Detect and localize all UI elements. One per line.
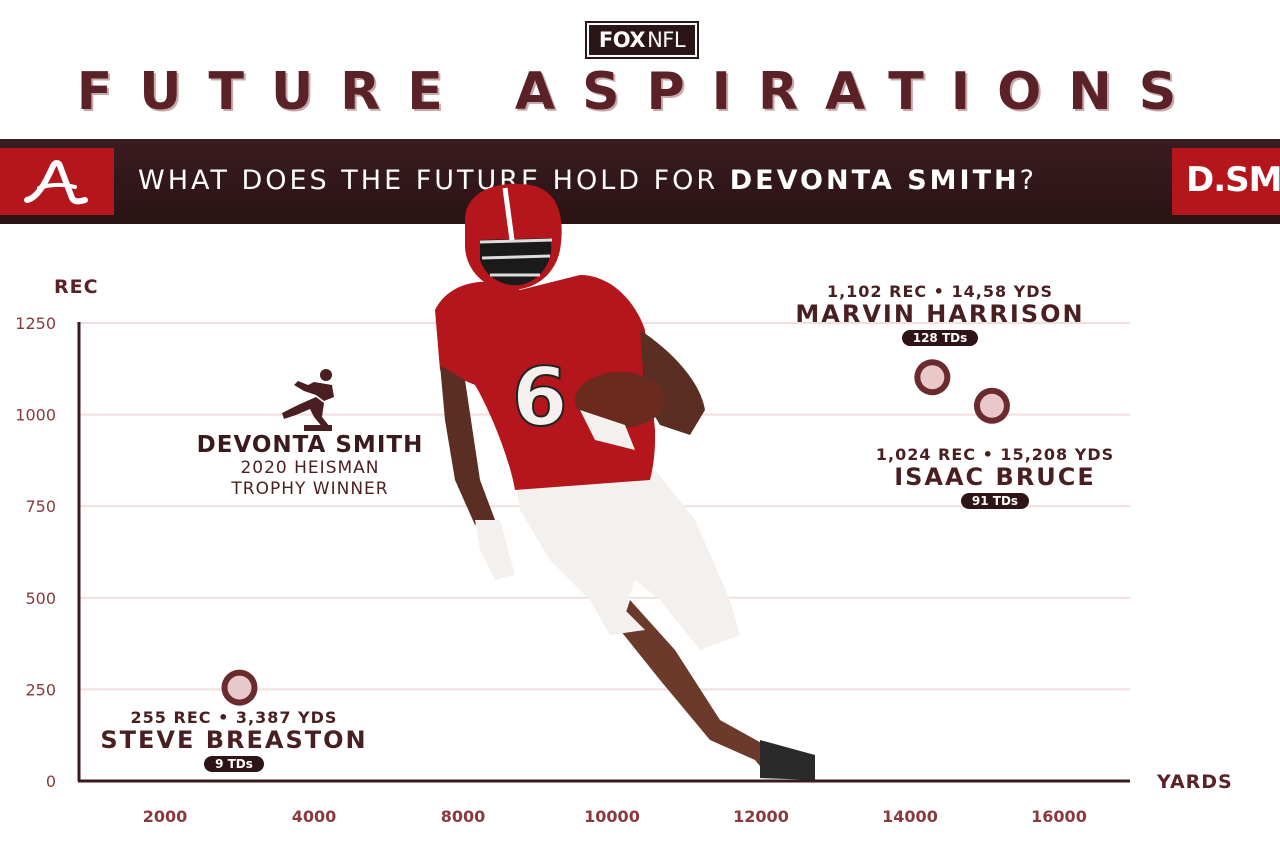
- y-tick-label: 1000: [15, 406, 56, 425]
- banner-question: WHAT DOES THE FUTURE HOLD FOR DEVONTA SM…: [138, 165, 1037, 196]
- player-card-breaston: 255 REC • 3,387 YDS STEVE BREASTON 9 TDs: [84, 708, 384, 772]
- heisman-line-2: TROPHY WINNER: [231, 479, 389, 499]
- player-name: MARVIN HARRISON: [795, 300, 1085, 328]
- data-points: [221, 359, 1010, 706]
- alabama-logo: [0, 148, 114, 215]
- heisman-annotation: DEVONTA SMITH 2020 HEISMAN TROPHY WINNER: [180, 432, 440, 500]
- banner-player-name: DEVONTA SMITH: [729, 165, 1020, 196]
- x-tick-label: 12000: [733, 807, 789, 826]
- x-axis-title: YARDS: [1157, 771, 1233, 793]
- alabama-a-icon: [24, 159, 88, 204]
- x-tick-label: 2000: [143, 807, 188, 826]
- heisman-line-1: 2020 HEISMAN: [240, 458, 380, 478]
- rec-label: 1,102 REC: [826, 282, 928, 301]
- yds-label: 3,387 YDS: [235, 708, 338, 727]
- x-tick-label: 14000: [882, 807, 938, 826]
- y-tick-label: 750: [25, 497, 56, 516]
- yds-label: 14,58 YDS: [951, 282, 1054, 301]
- y-tick-labels: 0 250 500 750 1000 1250: [15, 314, 56, 791]
- page-title: FUTURE ASPIRATIONS: [76, 62, 1204, 122]
- rec-label: 1,024 REC: [875, 445, 977, 464]
- data-point: [221, 669, 258, 706]
- data-point: [973, 387, 1010, 424]
- fox-nfl-logo: FOX NFL: [585, 21, 699, 59]
- yds-label: 15,208 YDS: [1000, 445, 1115, 464]
- y-axis-title: REC: [54, 276, 99, 298]
- x-tick-label: 16000: [1031, 807, 1087, 826]
- question-banner: [0, 139, 1280, 224]
- x-tick-labels: 2000 4000 8000 10000 12000 14000 16000: [143, 807, 1087, 826]
- player-name: ISAAC BRUCE: [894, 463, 1096, 491]
- player-name: STEVE BREASTON: [100, 726, 368, 754]
- x-tick-label: 4000: [292, 807, 337, 826]
- y-tick-label: 500: [25, 589, 56, 608]
- y-tick-label: 0: [46, 772, 56, 791]
- rec-label: 255 REC: [130, 708, 212, 727]
- x-tick-label: 10000: [584, 807, 640, 826]
- data-point: [914, 359, 951, 396]
- banner-prefix: WHAT DOES THE FUTURE HOLD FOR: [138, 165, 730, 196]
- player-card-bruce: 1,024 REC • 15,208 YDS ISAAC BRUCE 91 TD…: [845, 445, 1145, 509]
- x-tick-label: 8000: [441, 807, 486, 826]
- fox-logo-text: FOX: [598, 28, 646, 52]
- y-tick-label: 250: [25, 680, 56, 699]
- jersey-photo: D.SMI: [1172, 148, 1280, 215]
- banner-suffix: ?: [1019, 165, 1037, 196]
- svg-text:6: 6: [512, 351, 568, 444]
- y-tick-label: 1250: [15, 314, 56, 333]
- nfl-logo-text: NFL: [647, 28, 686, 52]
- player-photo: 6: [435, 183, 815, 780]
- player-card-harrison: 1,102 REC • 14,58 YDS MARVIN HARRISON 12…: [790, 282, 1090, 346]
- heisman-player-name: DEVONTA SMITH: [196, 432, 424, 458]
- jersey-name-text: D.SMI: [1186, 160, 1280, 200]
- heisman-trophy-icon: [282, 369, 334, 431]
- tds-badge: 91 TDs: [960, 493, 1030, 509]
- tds-badge: 128 TDs: [901, 330, 979, 346]
- tds-badge: 9 TDs: [204, 756, 264, 772]
